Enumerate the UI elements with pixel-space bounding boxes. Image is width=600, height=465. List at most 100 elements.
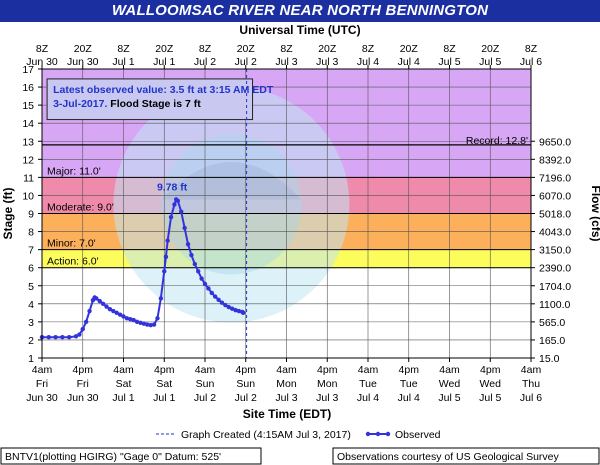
noaa-seal-inner xyxy=(161,134,302,275)
legend-created-label: Graph Created (4:15AM Jul 3, 2017) xyxy=(181,429,351,441)
observed-point-9 xyxy=(87,308,92,314)
info-box-date: 3-Jul-2017. xyxy=(53,98,110,110)
top-tick-date-9: Jul 4 xyxy=(398,56,420,68)
legend-observed-label: Observed xyxy=(395,429,441,441)
top-tick-date-6: Jul 3 xyxy=(275,56,297,68)
info-box-flood-stage: Flood Stage is 7 ft xyxy=(110,98,201,110)
observed-point-18 xyxy=(114,310,119,316)
observed-point-34 xyxy=(165,238,170,243)
observed-point-46 xyxy=(202,281,208,287)
peak-label: 9.78 ft xyxy=(157,181,188,193)
right-tick-label-12: 9650.0 xyxy=(539,136,571,148)
noaa-seal-watermark xyxy=(113,86,350,323)
observed-point-26 xyxy=(141,321,147,326)
observed-point-14 xyxy=(100,301,106,307)
bottom-tick-hour-3: 4pm xyxy=(154,364,175,376)
left-tick-label-16: 17 xyxy=(22,64,34,76)
bottom-tick-date-7: Jul 3 xyxy=(316,392,338,404)
bottom-tick-weekday-0: Fri xyxy=(36,378,48,390)
observed-point-28 xyxy=(148,322,153,328)
observed-point-5 xyxy=(73,334,79,339)
observed-point-35 xyxy=(168,214,174,220)
right-tick-label-3: 1100.0 xyxy=(539,299,570,311)
right-tick-label-5: 2390.0 xyxy=(539,263,571,275)
observed-point-24 xyxy=(134,319,140,325)
bottom-tick-hour-0: 4am xyxy=(32,364,53,376)
legend-observed-point-2 xyxy=(385,431,391,437)
bottom-tick-date-10: Jul 5 xyxy=(438,392,460,404)
legend-observed-point-0 xyxy=(365,431,371,437)
bottom-tick-date-1: Jun 30 xyxy=(67,392,99,404)
top-tick-date-1: Jun 30 xyxy=(67,56,99,68)
noaa-seal-bird xyxy=(161,161,302,200)
top-tick-date-8: Jul 4 xyxy=(357,56,379,68)
bottom-tick-date-5: Jul 2 xyxy=(235,392,257,404)
footer-left-box xyxy=(0,447,262,465)
observed-point-48 xyxy=(209,290,214,296)
observed-point-15 xyxy=(104,304,109,309)
left-tick-label-6: 7 xyxy=(28,245,34,257)
top-axis-label: Universal Time (UTC) xyxy=(239,23,360,37)
left-tick-label-1: 2 xyxy=(28,335,34,347)
observed-point-7 xyxy=(80,326,85,332)
observed-point-55 xyxy=(233,307,238,313)
bottom-tick-weekday-5: Sun xyxy=(236,378,255,390)
bottom-tick-date-9: Jul 4 xyxy=(398,392,420,404)
right-tick-label-11: 8392.0 xyxy=(539,154,571,166)
top-tick-date-3: Jul 1 xyxy=(153,56,175,68)
top-tick-date-0: Jun 30 xyxy=(26,56,58,68)
bottom-tick-weekday-2: Sat xyxy=(116,378,132,390)
left-tick-label-8: 9 xyxy=(28,209,34,221)
bottom-tick-weekday-10: Wed xyxy=(439,378,461,390)
left-axis-label: Stage (ft) xyxy=(1,188,15,240)
observed-point-1 xyxy=(46,335,51,340)
right-tick-label-10: 7196.0 xyxy=(539,172,571,184)
right-tick-label-6: 3150.0 xyxy=(539,245,571,257)
top-tick-date-7: Jul 3 xyxy=(316,56,338,68)
observed-point-20 xyxy=(121,314,126,319)
observed-point-40 xyxy=(182,225,187,231)
bottom-tick-weekday-3: Sat xyxy=(156,378,172,390)
info-box xyxy=(46,78,254,121)
observed-point-27 xyxy=(145,322,150,327)
bottom-tick-weekday-8: Tue xyxy=(359,378,377,390)
footer-right-text: Observations courtesy of US Geological S… xyxy=(337,451,560,463)
record-label: Record: 12.8' xyxy=(466,135,528,147)
observed-point-38 xyxy=(175,198,181,204)
bottom-tick-hour-2: 4am xyxy=(113,364,134,376)
footer-left-text: BNTV1(plotting HGIRG) "Gage 0" Datum: 52… xyxy=(5,451,221,463)
observed-point-43 xyxy=(192,261,198,267)
flood-label-2: Minor: 7.0' xyxy=(47,238,96,250)
flood-label-0: Major: 11.0' xyxy=(47,165,101,177)
left-tick-label-13: 14 xyxy=(22,118,34,130)
observed-point-21 xyxy=(124,316,130,321)
flood-label-3: Action: 6.0' xyxy=(47,256,99,268)
left-tick-label-2: 3 xyxy=(28,317,34,329)
observed-point-12 xyxy=(94,296,99,301)
top-tick-date-12: Jul 6 xyxy=(520,56,542,68)
bottom-tick-weekday-7: Mon xyxy=(317,378,338,390)
bottom-tick-hour-10: 4am xyxy=(439,364,460,376)
left-tick-label-0: 1 xyxy=(28,353,34,365)
bottom-tick-date-0: Jun 30 xyxy=(26,392,58,404)
observed-point-53 xyxy=(226,304,231,310)
observed-point-29 xyxy=(151,322,157,327)
observed-point-16 xyxy=(107,307,113,312)
left-tick-label-15: 16 xyxy=(22,82,34,94)
left-tick-label-4: 5 xyxy=(28,281,34,293)
observed-point-23 xyxy=(131,317,136,323)
observed-point-45 xyxy=(199,276,204,281)
top-tick-date-5: Jul 2 xyxy=(235,56,257,68)
bottom-tick-hour-4: 4am xyxy=(195,364,216,376)
bottom-tick-weekday-12: Thu xyxy=(522,378,540,390)
bottom-tick-hour-12: 4am xyxy=(521,364,542,376)
right-tick-label-2: 565.0 xyxy=(539,317,565,329)
observed-point-22 xyxy=(128,316,133,322)
top-tick-hour-2: 8Z xyxy=(117,43,130,55)
top-tick-hour-7: 20Z xyxy=(318,43,337,55)
observed-point-56 xyxy=(236,308,242,314)
observed-point-2 xyxy=(53,335,58,340)
bottom-tick-date-2: Jul 1 xyxy=(112,392,134,404)
